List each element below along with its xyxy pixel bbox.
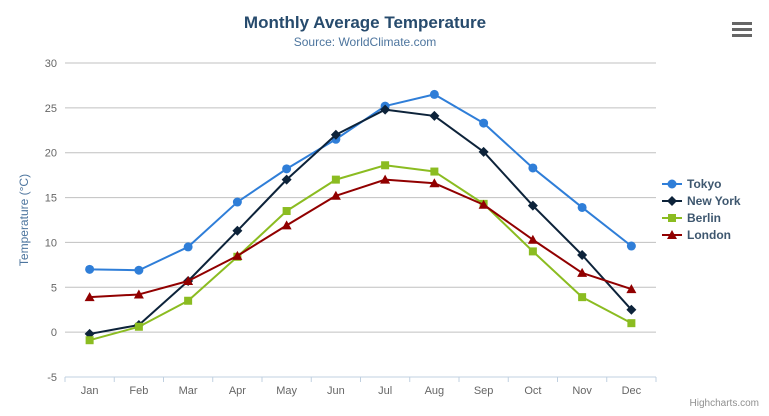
export-menu-button[interactable] [732,22,752,38]
series-london-marker [577,267,588,277]
x-tick-label: Nov [572,385,592,397]
x-tick-label: Aug [425,385,445,397]
credits-link[interactable]: Highcharts.com [689,398,759,409]
series-tokyo-marker [626,241,636,251]
series-london-marker [84,292,95,302]
series-tokyo-marker [479,118,489,128]
y-tick-label: 15 [45,193,57,205]
series-berlin-marker [578,293,587,302]
series-london-marker [183,276,194,286]
series-new-york-marker [232,225,243,236]
series-new-york-line [88,108,633,335]
y-tick-label: 0 [51,327,57,339]
x-tick-label: Jul [378,385,392,397]
series-london-line [88,178,633,299]
x-tick-label: Jun [327,385,345,397]
legend-item-tokyo[interactable]: Tokyo [662,175,741,192]
series-berlin-marker [184,296,193,305]
diamond-legend-marker-icon [662,195,682,206]
square-legend-marker-icon [662,213,682,222]
y-tick-label: 30 [45,58,57,70]
x-tick-label: Dec [622,385,642,397]
series-london-marker [133,289,144,299]
series-tokyo-marker [429,89,439,99]
series-tokyo-line [88,93,633,272]
hamburger-menu-icon [732,22,752,25]
series-new-york-marker [380,104,391,115]
series-new-york-marker [527,200,538,211]
series-tokyo-marker [183,242,193,252]
legend-item-berlin[interactable]: Berlin [662,209,741,226]
x-tick-label: Feb [129,385,148,397]
series-berlin-marker [134,322,143,331]
x-tick-label: Oct [524,385,541,397]
chart-subtitle: Source: WorldClimate.com [293,35,437,49]
series-new-york-marker [281,174,292,185]
legend: Tokyo New York Berlin London [662,175,741,243]
y-tick-label: 20 [45,148,57,160]
legend-label: London [687,227,731,242]
x-tick-label: Sep [474,385,494,397]
series-london-marker [429,178,440,188]
legend-item-london[interactable]: London [662,226,741,243]
series-tokyo-marker [282,164,292,174]
series-london-marker [527,234,538,244]
series-tokyo-marker [528,163,538,173]
series-new-york-marker [330,129,341,140]
series-berlin-line [88,164,633,342]
legend-label: Berlin [687,210,722,225]
series-london-marker [626,284,637,294]
series-new-york-marker [478,146,489,157]
series-berlin-marker [430,167,439,176]
series-berlin-marker [381,161,390,170]
series-new-york-marker [429,110,440,121]
series-tokyo-marker [232,197,242,207]
x-tick-label: May [276,385,297,397]
series-tokyo-marker [134,265,144,275]
series-tokyo-marker [85,264,95,274]
y-tick-label: 10 [45,237,57,249]
triangle-legend-marker-icon [662,229,682,239]
series-berlin-marker [528,247,537,256]
chart-title: Monthly Average Temperature [243,13,487,32]
y-tick-label: -5 [47,372,57,384]
series-berlin-marker [331,175,340,184]
series-london-marker [380,174,391,184]
series-london-marker [330,190,341,200]
circle-legend-marker-icon [662,179,682,188]
x-tick-label: Apr [229,385,246,397]
series-tokyo-marker [577,202,587,212]
y-tick-label: 5 [51,282,57,294]
legend-label: New York [687,193,741,208]
series-london-marker [478,199,489,209]
series-berlin-marker [282,207,291,216]
series-new-york-marker [577,249,588,260]
series-london-marker [281,220,292,230]
legend-item-new-york[interactable]: New York [662,192,741,209]
series-london-marker [232,250,243,260]
hamburger-menu-icon [732,28,752,31]
y-axis-title: Temperature (°C) [17,173,31,267]
legend-label: Tokyo [687,176,722,191]
x-tick-label: Jan [81,385,99,397]
series-new-york-marker [626,304,637,315]
hamburger-menu-icon [732,34,752,37]
x-tick-label: Mar [179,385,198,397]
y-tick-label: 25 [45,103,57,115]
series-berlin-marker [627,319,636,328]
series-berlin-marker [85,336,94,345]
